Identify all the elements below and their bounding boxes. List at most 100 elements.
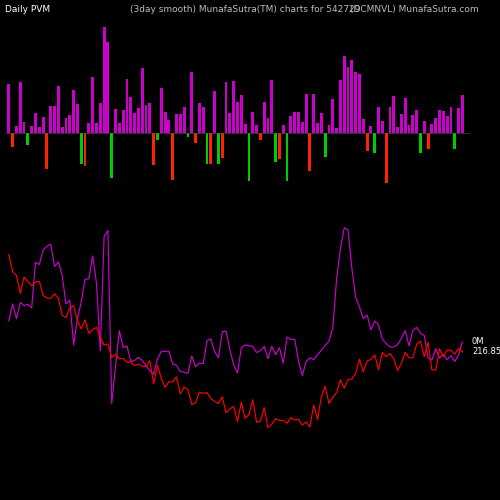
Bar xyxy=(224,82,228,132)
Bar xyxy=(423,120,426,132)
Bar xyxy=(450,107,452,132)
Bar xyxy=(182,106,186,132)
Bar xyxy=(282,124,284,132)
Bar xyxy=(156,132,159,140)
Bar xyxy=(175,114,178,132)
Bar xyxy=(64,118,68,132)
Text: (DCMNVL) MunafaSutra.com: (DCMNVL) MunafaSutra.com xyxy=(350,5,478,14)
Bar xyxy=(232,80,235,132)
Bar xyxy=(263,102,266,132)
Bar xyxy=(384,132,388,190)
Bar xyxy=(68,115,71,132)
Bar xyxy=(381,121,384,132)
Bar xyxy=(396,126,399,132)
Bar xyxy=(122,110,124,132)
Bar xyxy=(286,132,288,180)
Bar xyxy=(99,103,102,132)
Bar xyxy=(236,102,239,132)
Bar xyxy=(343,56,345,132)
Bar xyxy=(202,107,204,132)
Bar xyxy=(221,132,224,158)
Bar xyxy=(15,126,18,132)
Bar xyxy=(320,113,323,132)
Bar xyxy=(141,68,144,132)
Bar xyxy=(377,107,380,132)
Bar xyxy=(114,110,117,132)
Text: 216.85: 216.85 xyxy=(472,348,500,356)
Bar xyxy=(370,126,372,132)
Bar xyxy=(206,132,208,164)
Bar xyxy=(26,132,30,145)
Bar xyxy=(434,118,437,132)
Bar xyxy=(228,114,232,132)
Bar xyxy=(457,108,460,132)
Bar xyxy=(426,132,430,150)
Bar xyxy=(374,132,376,154)
Bar xyxy=(252,112,254,132)
Text: 0M: 0M xyxy=(472,338,484,346)
Bar xyxy=(332,100,334,132)
Bar xyxy=(312,94,315,132)
Bar xyxy=(430,124,434,132)
Bar xyxy=(102,28,106,132)
Bar xyxy=(213,92,216,132)
Bar xyxy=(34,113,37,132)
Bar xyxy=(304,94,308,132)
Bar xyxy=(346,68,350,132)
Bar xyxy=(11,132,14,148)
Bar xyxy=(80,132,82,164)
Bar xyxy=(22,122,26,132)
Bar xyxy=(95,122,98,132)
Bar xyxy=(392,96,395,132)
Bar xyxy=(293,112,296,132)
Bar xyxy=(446,116,448,132)
Bar xyxy=(259,132,262,140)
Bar xyxy=(160,88,162,132)
Bar xyxy=(91,78,94,132)
Bar xyxy=(164,112,166,132)
Bar xyxy=(190,72,193,132)
Bar xyxy=(50,106,52,132)
Bar xyxy=(354,72,357,132)
Bar xyxy=(88,124,90,132)
Bar xyxy=(186,132,190,137)
Bar xyxy=(358,74,361,132)
Bar xyxy=(38,128,40,132)
Bar xyxy=(400,114,403,132)
Bar xyxy=(301,122,304,132)
Bar xyxy=(148,103,152,132)
Bar xyxy=(19,82,22,132)
Bar xyxy=(350,60,354,132)
Bar xyxy=(210,132,212,164)
Bar xyxy=(198,103,201,132)
Bar xyxy=(30,126,33,132)
Bar xyxy=(339,80,342,132)
Bar xyxy=(324,132,326,158)
Bar xyxy=(179,114,182,132)
Bar xyxy=(168,120,170,132)
Bar xyxy=(144,106,148,132)
Text: (3day smooth) MunafaSutra(TM) charts for 542729: (3day smooth) MunafaSutra(TM) charts for… xyxy=(130,5,360,14)
Bar xyxy=(194,132,197,143)
Bar xyxy=(110,132,113,178)
Bar xyxy=(76,104,79,132)
Bar xyxy=(244,124,246,132)
Bar xyxy=(274,132,277,162)
Bar xyxy=(126,79,128,132)
Bar xyxy=(454,132,456,148)
Bar xyxy=(106,42,110,132)
Bar xyxy=(46,132,48,170)
Bar xyxy=(408,125,410,132)
Bar xyxy=(270,80,273,132)
Bar xyxy=(362,119,364,132)
Bar xyxy=(297,112,300,132)
Bar xyxy=(130,98,132,132)
Bar xyxy=(53,106,56,132)
Bar xyxy=(316,122,319,132)
Bar xyxy=(412,115,414,132)
Bar xyxy=(266,118,270,132)
Bar xyxy=(278,132,281,159)
Bar xyxy=(415,110,418,132)
Bar xyxy=(335,128,338,132)
Bar xyxy=(388,106,392,132)
